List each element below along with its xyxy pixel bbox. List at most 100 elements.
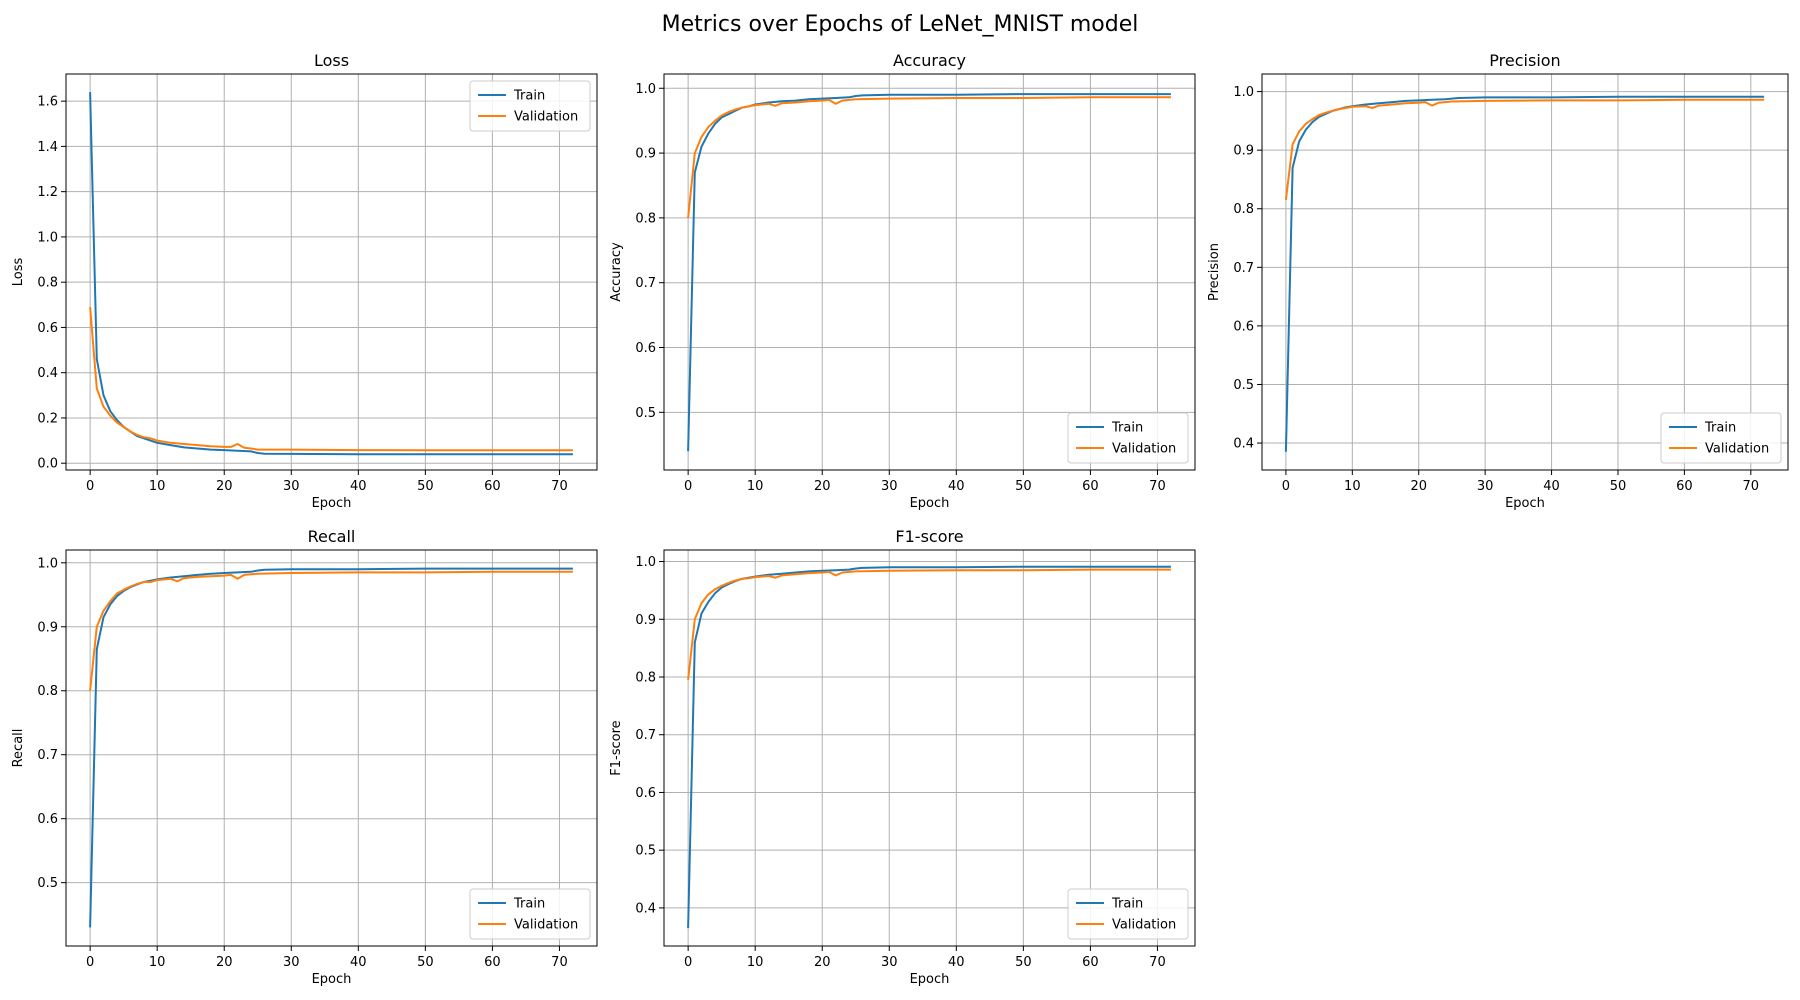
accuracy-ylabel: Accuracy (609, 242, 624, 302)
loss-ytick-label: 1.4 (37, 140, 58, 155)
accuracy-xtick-label: 50 (1015, 479, 1032, 494)
precision-xtick-label: 30 (1477, 479, 1494, 494)
recall-ytick-label: 0.5 (37, 876, 58, 891)
accuracy-legend-box (1067, 412, 1189, 464)
f1-score-xtick-label: 30 (881, 955, 898, 970)
precision-chart: 0 10 20 30 40 50 60 70 0.4 0.5 0.6 0.7 0.8 0.9 1.0 Prec… (1207, 51, 1789, 511)
precision-legend-box (1660, 412, 1782, 464)
f1-score-chart: 0 10 20 30 40 50 60 70 0.4 0.5 0.6 0.7 0.8 0.9 1.0 F1-s… (609, 527, 1196, 987)
accuracy-xtick-label: 0 (684, 479, 692, 494)
loss-ytick-label: 0.6 (37, 321, 58, 336)
precision-xtick-label: 10 (1344, 479, 1361, 494)
f1-score-ytick-label: 0.9 (635, 613, 656, 628)
f1-score-ytick-label: 0.6 (635, 786, 656, 801)
loss-ytick-label: 0.4 (37, 366, 58, 381)
accuracy-title: Accuracy (893, 51, 966, 70)
accuracy-xtick-label: 40 (948, 479, 965, 494)
loss-xtick-label: 50 (417, 479, 434, 494)
precision-xlabel: Epoch (1505, 496, 1545, 511)
accuracy-ytick-label: 0.7 (635, 276, 656, 291)
f1-score-legend-label-train: Train (1111, 897, 1143, 912)
loss-xtick-label: 70 (551, 479, 568, 494)
accuracy-ytick-label: 0.6 (635, 341, 656, 356)
accuracy-chart: 0 10 20 30 40 50 60 70 0.5 0.6 0.7 0.8 0.9 1.0 Accurac… (609, 51, 1196, 511)
recall-legend-label-validation: Validation (514, 918, 578, 933)
loss-legend-label-validation: Validation (514, 110, 578, 125)
precision-xtick-label: 60 (1676, 479, 1693, 494)
loss-ytick-label: 1.2 (37, 185, 58, 200)
accuracy-xtick-label: 30 (881, 479, 898, 494)
precision-ytick-label: 0.9 (1233, 144, 1254, 159)
recall-xtick-label: 50 (417, 955, 434, 970)
loss-ytick-label: 0.0 (37, 457, 58, 472)
loss-title: Loss (314, 51, 349, 70)
precision-ytick-label: 0.8 (1233, 202, 1254, 217)
accuracy-legend-label-train: Train (1111, 421, 1143, 436)
loss-xtick-label: 40 (350, 479, 367, 494)
recall-ytick-label: 0.6 (37, 812, 58, 827)
loss-chart: 0 10 20 30 40 50 60 70 0.0 0.2 0.4 0.6 0.8 1.0 1.2 1.4 1… (11, 51, 598, 511)
recall-ytick-label: 0.9 (37, 620, 58, 635)
precision-legend-label-validation: Validation (1705, 442, 1769, 457)
loss-axes-frame (65, 73, 598, 471)
recall-xtick-label: 0 (86, 955, 94, 970)
f1-score-legend: Train Validation (1067, 888, 1189, 940)
f1-score-xtick-label: 70 (1149, 955, 1166, 970)
loss-series-validation-line (89, 307, 573, 452)
f1-score-axes-frame (663, 549, 1196, 947)
f1-score-title: F1-score (895, 527, 963, 546)
precision-ytick-label: 0.5 (1233, 378, 1254, 393)
f1-score-ytick-label: 0.5 (635, 844, 656, 859)
accuracy-ytick-label: 0.8 (635, 211, 656, 226)
loss-xtick-label: 0 (86, 479, 94, 494)
precision-xtick-label: 40 (1543, 479, 1560, 494)
recall-xtick-label: 40 (350, 955, 367, 970)
f1-score-xtick-label: 50 (1015, 955, 1032, 970)
accuracy-legend: Train Validation (1067, 412, 1189, 464)
accuracy-ytick-label: 1.0 (635, 82, 656, 97)
recall-ytick-label: 0.7 (37, 748, 58, 763)
precision-legend-label-train: Train (1704, 421, 1736, 436)
precision-xtick-label: 20 (1410, 479, 1427, 494)
precision-ytick-label: 0.7 (1233, 261, 1254, 276)
f1-score-series-train-line (687, 565, 1171, 929)
f1-score-ytick-label: 0.8 (635, 670, 656, 685)
recall-legend-label-train: Train (513, 897, 545, 912)
recall-xtick-label: 60 (484, 955, 501, 970)
precision-ytick-label: 1.0 (1233, 85, 1254, 100)
recall-chart: 0 10 20 30 40 50 60 70 0.5 0.6 0.7 0.8 0.9 1.0 Recall E… (11, 527, 598, 987)
accuracy-series-train-line (687, 93, 1171, 452)
recall-ytick-label: 0.8 (37, 684, 58, 699)
precision-ytick-label: 0.4 (1233, 437, 1254, 452)
loss-ylabel: Loss (11, 258, 26, 287)
f1-score-xtick-label: 20 (814, 955, 831, 970)
accuracy-legend-label-validation: Validation (1112, 442, 1176, 457)
figure-title: Metrics over Epochs of LeNet_MNIST model (661, 12, 1139, 37)
f1-score-ytick-label: 1.0 (635, 555, 656, 570)
f1-score-xtick-label: 0 (684, 955, 692, 970)
recall-series-validation-line (89, 570, 573, 691)
precision-legend: Train Validation (1660, 412, 1782, 464)
f1-score-legend-box (1067, 888, 1189, 940)
loss-xtick-label: 60 (484, 479, 501, 494)
recall-xtick-label: 30 (283, 955, 300, 970)
f1-score-xlabel: Epoch (910, 972, 950, 987)
loss-legend-label-train: Train (513, 89, 545, 104)
precision-xtick-label: 70 (1743, 479, 1760, 494)
f1-score-ytick-label: 0.4 (635, 901, 656, 916)
recall-xtick-label: 20 (216, 955, 233, 970)
recall-xlabel: Epoch (312, 972, 352, 987)
recall-ytick-label: 1.0 (37, 556, 58, 571)
accuracy-axes-frame (663, 73, 1196, 471)
recall-series-train-line (89, 567, 573, 928)
f1-score-xtick-label: 60 (1082, 955, 1099, 970)
loss-ytick-label: 0.8 (37, 276, 58, 291)
precision-axes-frame (1261, 73, 1789, 471)
precision-ytick-label: 0.6 (1233, 319, 1254, 334)
precision-series-validation-line (1284, 98, 1765, 201)
f1-score-xtick-label: 10 (747, 955, 764, 970)
recall-legend-box (469, 888, 591, 940)
recall-xtick-label: 10 (149, 955, 166, 970)
f1-score-series-validation-line (687, 568, 1171, 681)
loss-series-train-line (89, 92, 573, 456)
